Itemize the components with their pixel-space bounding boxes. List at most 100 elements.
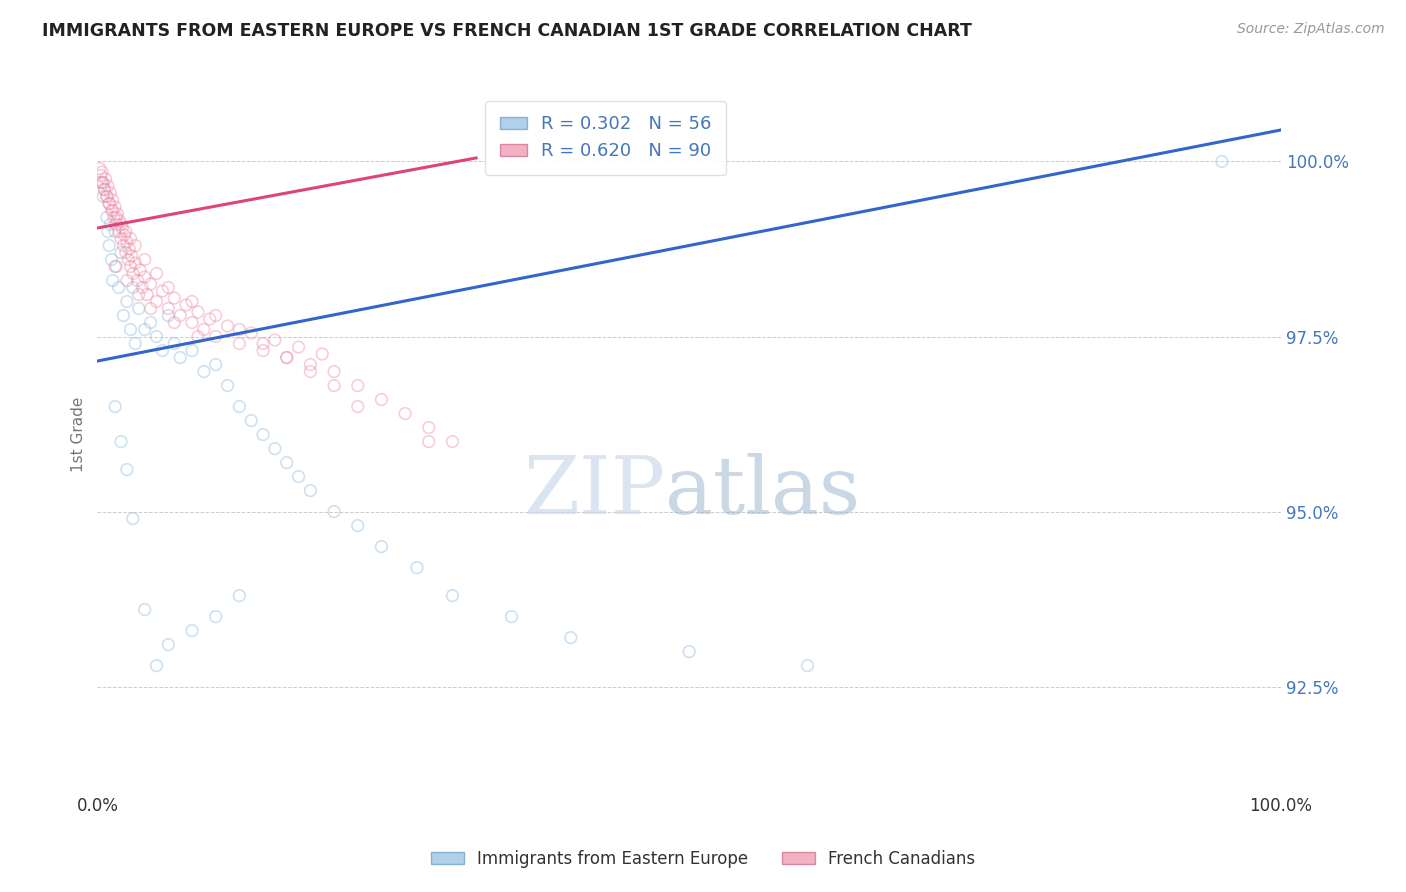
Point <box>120 231 142 245</box>
Point <box>796 658 818 673</box>
Point <box>110 434 132 449</box>
Point <box>276 456 298 470</box>
Point <box>157 309 180 323</box>
Point <box>346 518 368 533</box>
Point <box>276 351 298 365</box>
Point <box>217 378 239 392</box>
Point <box>104 400 127 414</box>
Point <box>157 638 180 652</box>
Point <box>98 218 121 232</box>
Point <box>114 227 136 242</box>
Point <box>121 249 143 263</box>
Point <box>96 189 118 203</box>
Point <box>145 267 167 281</box>
Point <box>120 260 142 274</box>
Point <box>104 200 127 214</box>
Point <box>181 343 204 358</box>
Point <box>181 316 204 330</box>
Point <box>114 245 136 260</box>
Text: ZIP: ZIP <box>523 453 665 531</box>
Text: atlas: atlas <box>665 453 860 531</box>
Point <box>441 589 464 603</box>
Point <box>346 378 368 392</box>
Point <box>112 238 135 252</box>
Point <box>287 340 309 354</box>
Point <box>240 326 263 340</box>
Point <box>228 322 250 336</box>
Point <box>128 301 150 316</box>
Point <box>287 469 309 483</box>
Point <box>323 505 346 519</box>
Point <box>97 178 120 193</box>
Point <box>198 312 221 326</box>
Point <box>134 322 156 336</box>
Point <box>204 309 226 323</box>
Point <box>104 260 127 274</box>
Point <box>115 235 138 249</box>
Point <box>157 280 180 294</box>
Point <box>91 165 114 179</box>
Point <box>139 277 162 291</box>
Point <box>115 273 138 287</box>
Point <box>91 176 114 190</box>
Point <box>187 329 209 343</box>
Point <box>501 609 523 624</box>
Point <box>139 316 162 330</box>
Point <box>299 358 322 372</box>
Point <box>110 245 132 260</box>
Point <box>114 225 136 239</box>
Point <box>93 182 115 196</box>
Point <box>163 316 186 330</box>
Point <box>193 365 215 379</box>
Point <box>181 294 204 309</box>
Text: IMMIGRANTS FROM EASTERN EUROPE VS FRENCH CANADIAN 1ST GRADE CORRELATION CHART: IMMIGRANTS FROM EASTERN EUROPE VS FRENCH… <box>42 22 972 40</box>
Point <box>394 407 416 421</box>
Point <box>90 169 112 183</box>
Point <box>252 343 274 358</box>
Point <box>204 609 226 624</box>
Point <box>108 214 131 228</box>
Point <box>418 420 440 434</box>
Point <box>107 225 129 239</box>
Point <box>264 333 287 347</box>
Point <box>115 462 138 476</box>
Point <box>228 400 250 414</box>
Point <box>97 225 120 239</box>
Point <box>115 294 138 309</box>
Point <box>94 172 117 186</box>
Point <box>406 560 429 574</box>
Point <box>139 301 162 316</box>
Point <box>128 287 150 301</box>
Point <box>276 351 298 365</box>
Point <box>121 280 143 294</box>
Point <box>121 267 143 281</box>
Point <box>110 231 132 245</box>
Point <box>134 270 156 285</box>
Point <box>105 218 128 232</box>
Point <box>89 161 111 176</box>
Point <box>204 329 226 343</box>
Point <box>299 483 322 498</box>
Point <box>678 645 700 659</box>
Point <box>91 176 114 190</box>
Point <box>107 280 129 294</box>
Point <box>111 221 134 235</box>
Point <box>560 631 582 645</box>
Point <box>101 203 124 218</box>
Point <box>110 218 132 232</box>
Point <box>264 442 287 456</box>
Point <box>145 294 167 309</box>
Point <box>124 256 146 270</box>
Point <box>370 392 392 407</box>
Point <box>100 252 122 267</box>
Point <box>91 189 114 203</box>
Point <box>120 322 142 336</box>
Point <box>311 347 333 361</box>
Text: Source: ZipAtlas.com: Source: ZipAtlas.com <box>1237 22 1385 37</box>
Point <box>323 378 346 392</box>
Point <box>252 336 274 351</box>
Legend: Immigrants from Eastern Europe, French Canadians: Immigrants from Eastern Europe, French C… <box>423 844 983 875</box>
Point <box>240 413 263 427</box>
Point <box>101 273 124 287</box>
Point <box>193 322 215 336</box>
